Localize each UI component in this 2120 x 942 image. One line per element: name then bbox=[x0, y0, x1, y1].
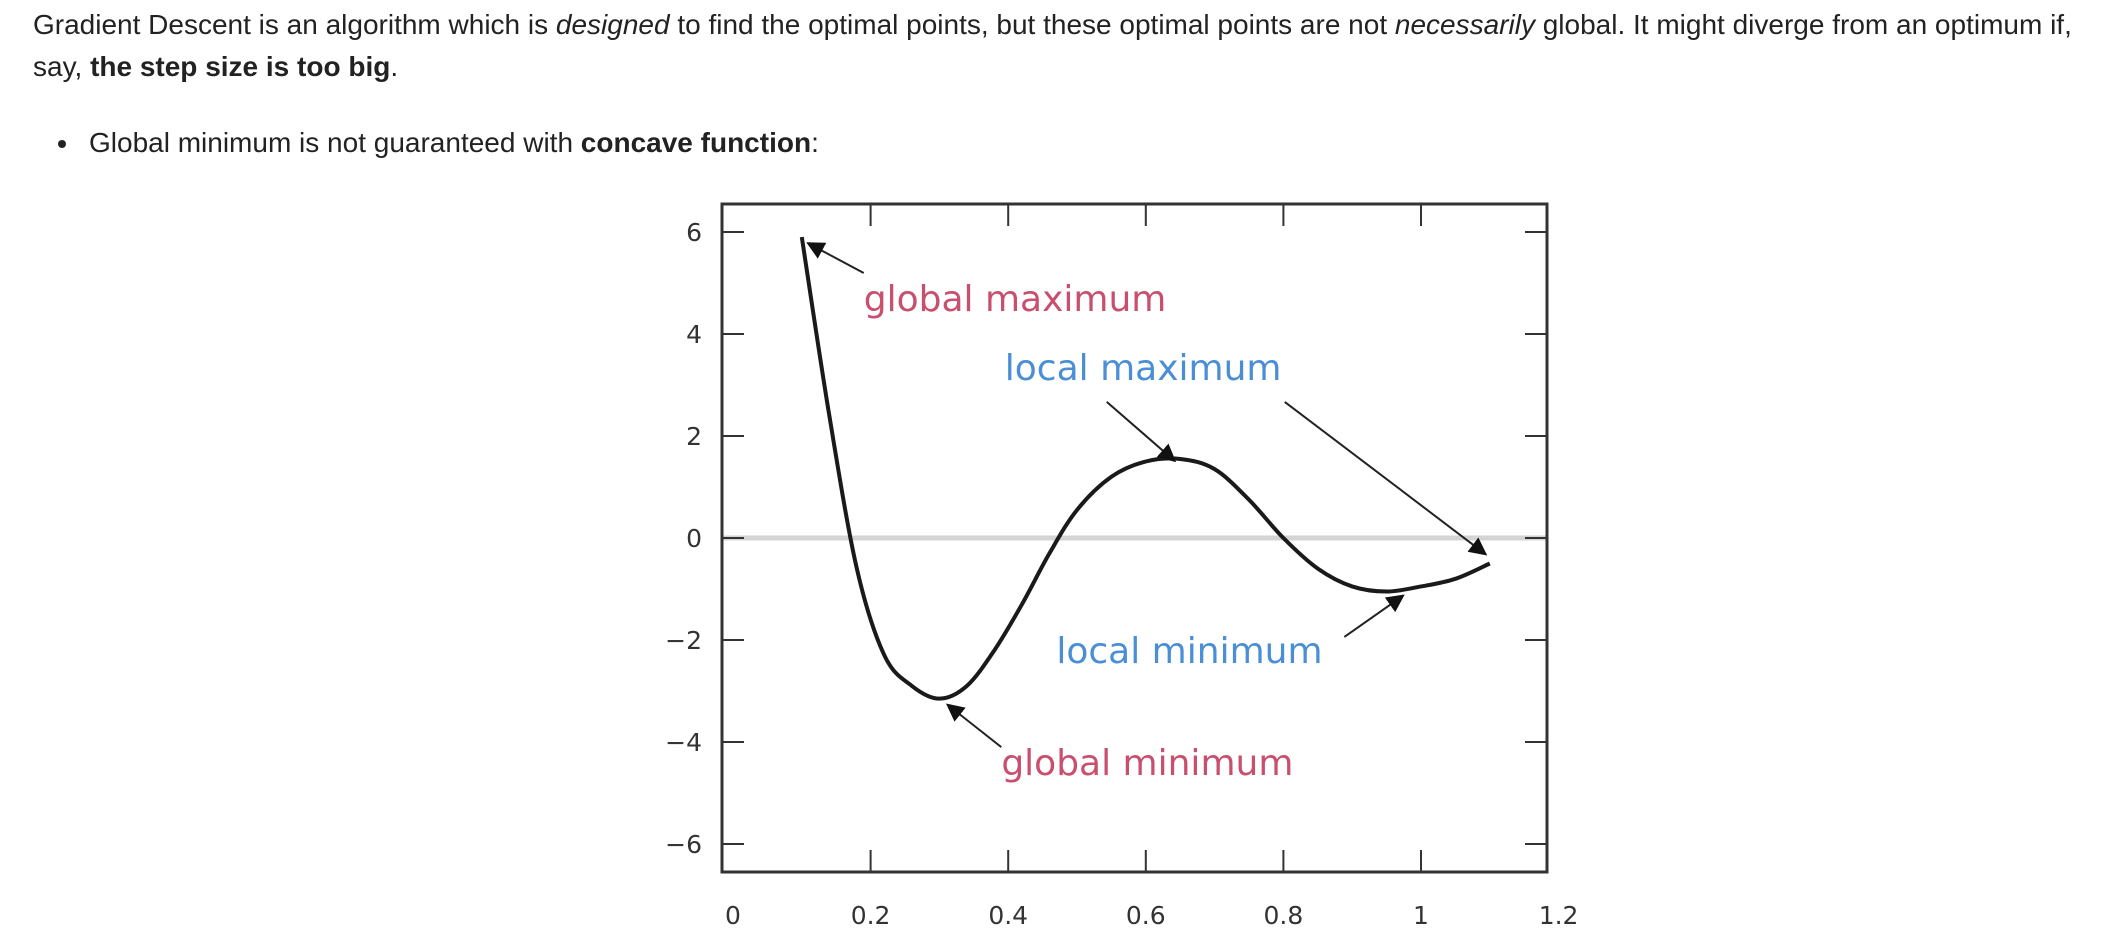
annotation-arrow-local-minimum bbox=[1343, 594, 1405, 638]
intro-text-3: global. It might diverge from an optimum… bbox=[33, 9, 2072, 82]
annotation-local-minimum: local minimum bbox=[1056, 631, 1322, 672]
intro-emphasis-designed: designed bbox=[555, 9, 670, 40]
annotation-arrow-local-maximum bbox=[1106, 401, 1177, 463]
bullet-list: Global minimum is not guaranteed with co… bbox=[33, 122, 819, 164]
x-tick-label: 0.8 bbox=[1264, 901, 1304, 930]
intro-text-4: . bbox=[390, 51, 399, 82]
intro-emphasis-necessarily: necessarily bbox=[1394, 9, 1535, 40]
x-tick-label: 1 bbox=[1413, 901, 1429, 930]
chart-svg: 6 4 2 0 −2 −4 −6 0 0.2 0.4 0.6 0.8 1 1.2 global maximu… bbox=[665, 202, 1579, 930]
y-tick-label: −4 bbox=[665, 728, 702, 757]
intro-text-2: to find the optimal points, but these op… bbox=[669, 9, 1395, 40]
annotation-arrow-global-minimum bbox=[945, 703, 1002, 748]
x-tick-label: 0 bbox=[725, 901, 741, 930]
bullet-strong-concave: concave function bbox=[580, 127, 812, 158]
chart-plot-layer: 6 4 2 0 −2 −4 −6 0 0.2 0.4 0.6 0.8 1 1.2 global maximu… bbox=[665, 202, 1579, 930]
y-tick-label: 0 bbox=[686, 524, 702, 553]
bullet-text: Global minimum is not guaranteed with bbox=[89, 127, 581, 158]
intro-paragraph: Gradient Descent is an algorithm which i… bbox=[33, 4, 2093, 88]
intro-text-1: Gradient Descent is an algorithm which i… bbox=[33, 9, 556, 40]
x-tick-label: 0.6 bbox=[1126, 901, 1166, 930]
function-curve bbox=[799, 236, 1491, 701]
y-tick-label: 4 bbox=[686, 320, 702, 349]
bullet-suffix: : bbox=[811, 127, 819, 158]
annotation-global-maximum: global maximum bbox=[864, 279, 1167, 320]
annotation-arrow-local-maximum-2 bbox=[1284, 401, 1488, 556]
annotation-local-maximum: local maximum bbox=[1005, 348, 1282, 389]
chart-figure: 6 4 2 0 −2 −4 −6 0 0.2 0.4 0.6 0.8 1 1.2 global maximu… bbox=[630, 190, 1610, 942]
bullet-dot-icon bbox=[58, 140, 66, 148]
annotation-global-minimum: global minimum bbox=[1001, 743, 1293, 784]
annotation-arrow-global-maximum bbox=[806, 242, 865, 274]
y-tick-label: −2 bbox=[665, 626, 702, 655]
y-tick-label: −6 bbox=[665, 830, 702, 859]
intro-strong-step-size: the step size is too big bbox=[90, 51, 391, 82]
y-tick-label: 6 bbox=[686, 218, 702, 247]
x-tick-label: 0.2 bbox=[851, 901, 891, 930]
x-tick-label: 0.4 bbox=[988, 901, 1028, 930]
list-item: Global minimum is not guaranteed with co… bbox=[33, 122, 819, 164]
y-tick-label: 2 bbox=[686, 422, 702, 451]
x-tick-label: 1.2 bbox=[1539, 901, 1579, 930]
